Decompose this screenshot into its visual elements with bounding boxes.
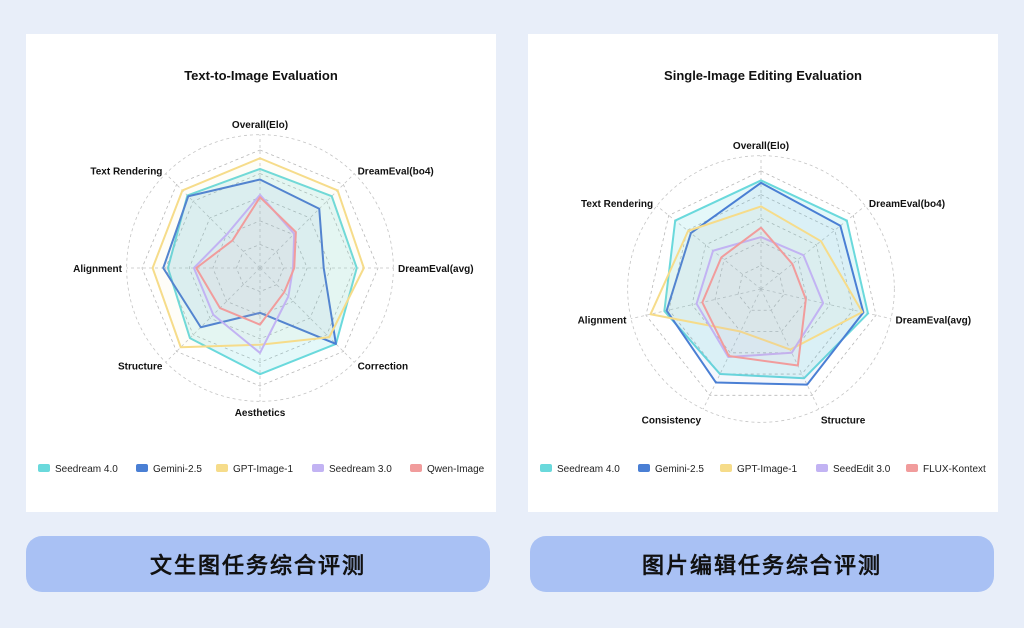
legend-swatch [816,464,828,472]
legend-swatch [638,464,650,472]
axis-label-correction: Correction [358,362,409,373]
axis-label-dreameval-avg: DreamEval(avg) [398,264,474,275]
grid-spoke [760,205,866,290]
caption-image-editing: 图片编辑任务综合评测 [530,536,994,592]
grid-ring-2 [212,220,308,316]
legend-swatch [720,464,732,472]
legend-item-gemini-2-5: Gemini-2.5 [136,464,202,475]
legend-label: Seedream 4.0 [557,464,620,475]
legend-item-seededit-3-0: SeedEdit 3.0 [816,464,891,475]
legend-item-gpt-image-1: GPT-Image-1 [216,464,293,475]
grid-spoke [259,173,355,269]
legend-swatch [410,464,422,472]
grid-spoke [165,173,261,269]
grid-ring-5 [141,149,379,387]
legend-item-qwen-image: Qwen-Image [410,464,485,475]
axis-label-dreameval-bo4: DreamEval(bo4) [358,166,434,177]
series-seededit-3-0 [695,236,825,359]
chart-card-text-to-image: Text-to-Image Evaluation Overall(Elo) Drea… [26,34,496,512]
legend-swatch [906,464,918,472]
legend-label: GPT-Image-1 [233,464,293,475]
legend-item-seedream-4-0: Seedream 4.0 [540,464,620,475]
axis-label-structure: Structure [118,362,163,373]
axis-label-alignment: Alignment [73,264,123,275]
radar-chart-image-editing: Single-Image Editing Evaluation Overall(E… [540,68,986,475]
legend-label: SeedEdit 3.0 [833,464,891,475]
legend-swatch [136,464,148,472]
grid-ring-3 [188,196,332,340]
axis-label-structure: Structure [821,415,866,426]
caption-text-to-image: 文生图任务综合评测 [26,536,490,592]
grid-spoke [259,267,355,363]
axis-label-dreameval-avg: DreamEval(avg) [896,316,972,327]
legend-swatch [540,464,552,472]
legend-label: GPT-Image-1 [737,464,797,475]
legend-item-flux-kontext: FLUX-Kontext [906,464,986,475]
legend: Seedream 4.0 Gemini-2.5 GPT-Image-1 SeedEdi… [540,464,986,475]
legend-label: Gemini-2.5 [153,464,202,475]
grid-spoke [656,205,762,290]
legend-swatch [312,464,324,472]
grid-spoke [760,288,892,320]
series-flux-kontext [701,226,807,367]
grid-ring-4 [165,173,355,363]
grid-spoke [702,288,762,410]
legend-item-seedream-4-0: Seedream 4.0 [38,464,118,475]
legend-label: FLUX-Kontext [923,464,986,475]
legend-item-gpt-image-1: GPT-Image-1 [720,464,797,475]
axis-label-overall-elo: Overall(Elo) [733,141,789,152]
grid-outer-circle [627,155,895,423]
series-qwen-image [195,196,297,326]
axis-label-alignment: Alignment [578,316,628,327]
axis-label-overall-elo: Overall(Elo) [232,120,288,131]
radar-grid [126,134,394,402]
series-gpt-image-1 [151,157,365,349]
chart-title: Single-Image Editing Evaluation [664,68,862,83]
legend-label: Qwen-Image [427,464,485,475]
axis-label-dreameval-bo4: DreamEval(bo4) [869,199,945,210]
axis-label-text-rendering: Text Rendering [581,199,653,210]
axis-label-consistency: Consistency [642,415,702,426]
legend-label: Gemini-2.5 [655,464,704,475]
axis-label-aesthetics: Aesthetics [235,408,286,419]
grid-ring-1 [235,243,285,293]
legend-label: Seedream 4.0 [55,464,118,475]
legend-item-gemini-2-5: Gemini-2.5 [638,464,704,475]
radar-chart-text-to-image: Text-to-Image Evaluation Overall(Elo) Drea… [38,68,485,475]
legend-swatch [216,464,228,472]
legend-item-seedream-3-0: Seedream 3.0 [312,464,392,475]
chart-card-image-editing: Single-Image Editing Evaluation Overall(E… [528,34,998,512]
legend-label: Seedream 3.0 [329,464,392,475]
legend-swatch [38,464,50,472]
axis-label-text-rendering: Text Rendering [90,166,162,177]
legend: Seedream 4.0 Gemini-2.5 GPT-Image-1 Seedrea… [38,464,485,475]
series-gemini-2-5 [162,178,337,345]
chart-title: Text-to-Image Evaluation [184,68,338,83]
